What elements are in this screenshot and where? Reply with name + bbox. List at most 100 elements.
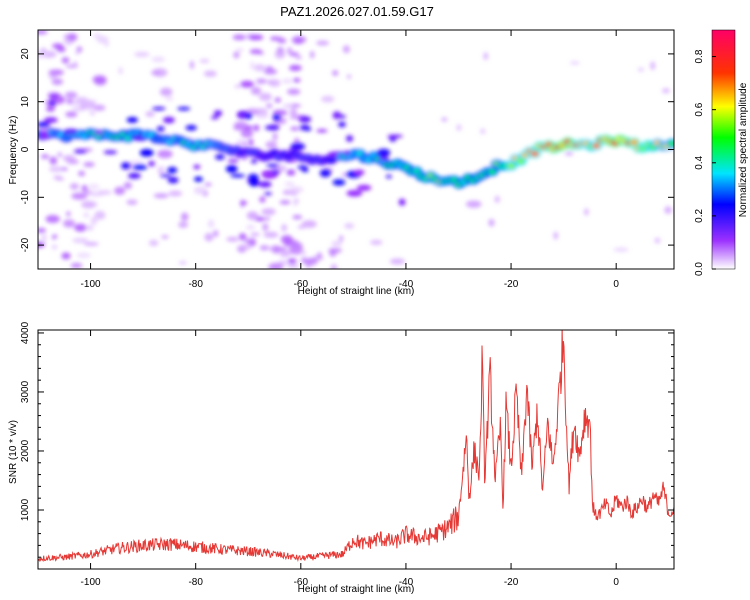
ridge-side-blob	[194, 176, 203, 182]
noise-blob	[134, 51, 150, 58]
ridge-side-blob	[167, 166, 178, 174]
ridge-side-blob	[301, 169, 309, 173]
noise-blob	[153, 193, 169, 199]
colorbar-gradient	[711, 29, 736, 270]
noise-blob	[71, 192, 88, 200]
noise-blob	[248, 138, 254, 146]
noise-blob	[253, 124, 260, 132]
noise-blob	[569, 61, 580, 65]
noise-blob	[81, 200, 96, 209]
noise-blob	[339, 235, 344, 242]
noise-blob	[157, 166, 165, 175]
y-tick-label: 1000	[20, 498, 31, 521]
ridge-side-blob	[126, 117, 139, 123]
noise-blob	[180, 212, 189, 222]
x-tick-label: -100	[81, 279, 101, 290]
noise-blob	[237, 139, 242, 144]
noise-blob	[342, 45, 350, 54]
x-tick-label: -80	[188, 279, 203, 290]
noise-blob	[152, 68, 168, 77]
ridge-side-blob	[156, 126, 165, 132]
y-tick-label: 10	[20, 96, 31, 108]
x-tick-label: -60	[294, 577, 309, 588]
y-tick-label: -10	[20, 190, 31, 205]
noise-blob	[292, 78, 301, 83]
ridge-side-blob	[332, 111, 342, 120]
noise-blob	[288, 52, 300, 57]
noise-blob	[316, 40, 330, 46]
noise-blob	[88, 183, 100, 190]
colorbar-tick-label: 0.6	[694, 102, 705, 116]
noise-blob	[288, 64, 302, 72]
noise-blob	[89, 111, 96, 116]
ridge-side-blob	[230, 174, 246, 178]
ridge-side-blob	[302, 156, 314, 162]
noise-blob	[249, 49, 262, 55]
noise-blob	[281, 223, 287, 232]
noise-blob	[73, 61, 78, 66]
noise-blob	[85, 225, 94, 231]
noise-blob	[344, 223, 355, 229]
noise-blob	[282, 103, 293, 109]
noise-blob	[45, 105, 55, 112]
noise-blob	[271, 81, 279, 86]
noise-blob	[301, 220, 317, 228]
ridge-side-blob	[193, 164, 201, 170]
ridge-side-blob	[290, 142, 306, 151]
noise-blob	[45, 215, 60, 224]
ridge-side-blob	[266, 163, 279, 168]
ridge-side-blob	[103, 150, 118, 155]
noise-blob	[148, 239, 159, 247]
ridge-side-blob	[167, 176, 179, 184]
spectrogram-ridge	[38, 94, 674, 206]
noise-blob	[650, 61, 656, 71]
noise-blob	[282, 78, 293, 84]
noise-blob	[288, 246, 304, 255]
noise-blob	[69, 183, 79, 190]
ridge-side-blob	[152, 106, 166, 111]
ridge-side-blob	[227, 159, 239, 163]
noise-blob	[51, 78, 64, 85]
noise-blob	[48, 69, 64, 76]
noise-blob	[233, 142, 243, 147]
noise-blob	[238, 233, 247, 241]
noise-blob	[240, 201, 248, 205]
x-tick-label: -100	[81, 577, 101, 588]
ridge-side-blob	[133, 134, 145, 141]
colorbar-tick-label: 0.8	[694, 49, 705, 63]
y-tick-label: 0	[20, 146, 31, 152]
noise-blob	[118, 67, 123, 75]
noise-blob	[266, 66, 273, 70]
ridge-side-blob	[345, 135, 354, 142]
noise-blob	[321, 95, 335, 103]
noise-blob	[268, 262, 284, 269]
ridge-core	[667, 140, 674, 147]
noise-blob	[249, 61, 255, 70]
noise-blob	[389, 258, 405, 265]
colorbar-tick-label: 0.0	[694, 262, 705, 276]
noise-blob	[67, 33, 78, 42]
noise-blob	[90, 216, 98, 225]
x-tick-label: -40	[399, 279, 414, 290]
ridge-side-blob	[48, 94, 60, 100]
noise-blob	[93, 104, 106, 111]
noise-blob	[246, 211, 259, 220]
noise-blob	[346, 74, 352, 79]
noise-blob	[613, 247, 629, 252]
noise-blob	[250, 232, 260, 236]
ridge-side-blob	[133, 165, 148, 170]
ridge-side-blob	[177, 106, 191, 111]
ridge-side-blob	[120, 162, 131, 170]
noise-blob	[232, 34, 247, 40]
noise-blob	[465, 200, 482, 208]
noise-blob	[282, 189, 292, 195]
noise-blob	[66, 211, 71, 217]
noise-blob	[128, 160, 145, 167]
ridge-side-blob	[43, 117, 58, 123]
noise-blob	[233, 51, 240, 59]
noise-blob	[51, 244, 58, 250]
ridge-side-blob	[210, 115, 219, 120]
noise-blob	[293, 201, 298, 207]
noise-blob	[309, 50, 315, 59]
ridge-side-blob	[304, 127, 312, 132]
